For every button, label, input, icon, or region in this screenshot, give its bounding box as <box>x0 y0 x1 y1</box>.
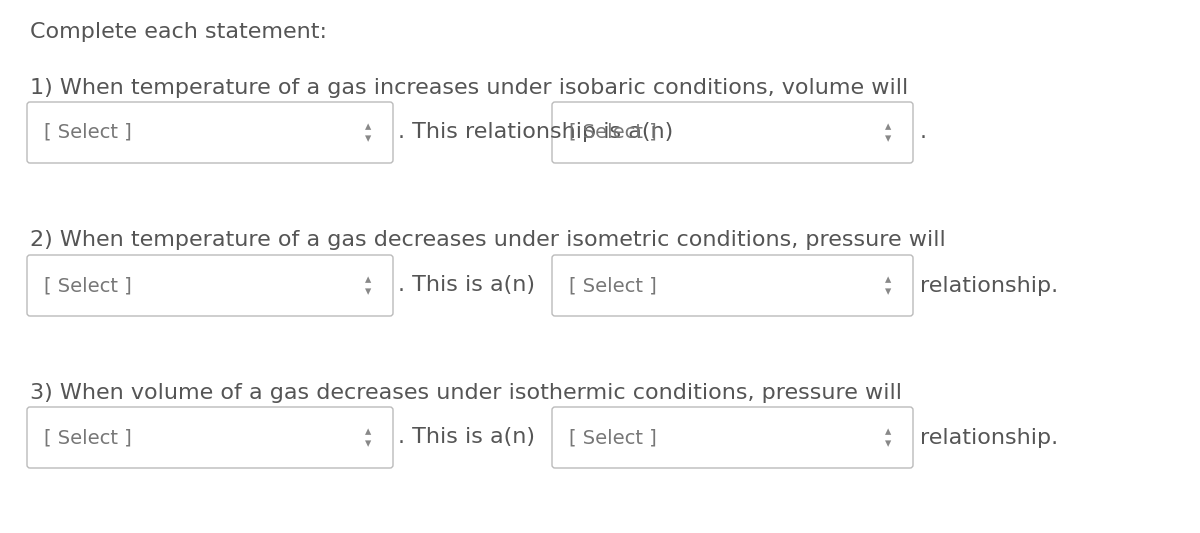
Text: ▾: ▾ <box>365 437 371 450</box>
Text: [ Select ]: [ Select ] <box>44 123 132 142</box>
Text: ▴: ▴ <box>884 425 892 438</box>
Text: ▾: ▾ <box>884 285 892 298</box>
Text: ▴: ▴ <box>884 273 892 286</box>
Text: Complete each statement:: Complete each statement: <box>30 22 326 42</box>
Text: ▾: ▾ <box>884 132 892 145</box>
FancyBboxPatch shape <box>552 407 913 468</box>
Text: . This is a(n): . This is a(n) <box>398 276 535 295</box>
Text: ▴: ▴ <box>884 120 892 133</box>
Text: . This relationship is a(n): . This relationship is a(n) <box>398 123 673 142</box>
Text: [ Select ]: [ Select ] <box>569 276 656 295</box>
Text: . This is a(n): . This is a(n) <box>398 427 535 448</box>
Text: relationship.: relationship. <box>920 427 1058 448</box>
Text: ▴: ▴ <box>365 120 371 133</box>
Text: [ Select ]: [ Select ] <box>44 276 132 295</box>
Text: 1) When temperature of a gas increases under isobaric conditions, volume will: 1) When temperature of a gas increases u… <box>30 78 908 98</box>
FancyBboxPatch shape <box>552 255 913 316</box>
Text: ▾: ▾ <box>884 437 892 450</box>
Text: [ Select ]: [ Select ] <box>569 123 656 142</box>
FancyBboxPatch shape <box>28 407 394 468</box>
Text: 3) When volume of a gas decreases under isothermic conditions, pressure will: 3) When volume of a gas decreases under … <box>30 383 902 403</box>
Text: ▴: ▴ <box>365 273 371 286</box>
FancyBboxPatch shape <box>28 255 394 316</box>
FancyBboxPatch shape <box>552 102 913 163</box>
Text: .: . <box>920 123 928 142</box>
Text: 2) When temperature of a gas decreases under isometric conditions, pressure will: 2) When temperature of a gas decreases u… <box>30 230 946 250</box>
Text: [ Select ]: [ Select ] <box>44 428 132 447</box>
Text: ▾: ▾ <box>365 285 371 298</box>
Text: relationship.: relationship. <box>920 276 1058 295</box>
FancyBboxPatch shape <box>28 102 394 163</box>
Text: [ Select ]: [ Select ] <box>569 428 656 447</box>
Text: ▴: ▴ <box>365 425 371 438</box>
Text: ▾: ▾ <box>365 132 371 145</box>
